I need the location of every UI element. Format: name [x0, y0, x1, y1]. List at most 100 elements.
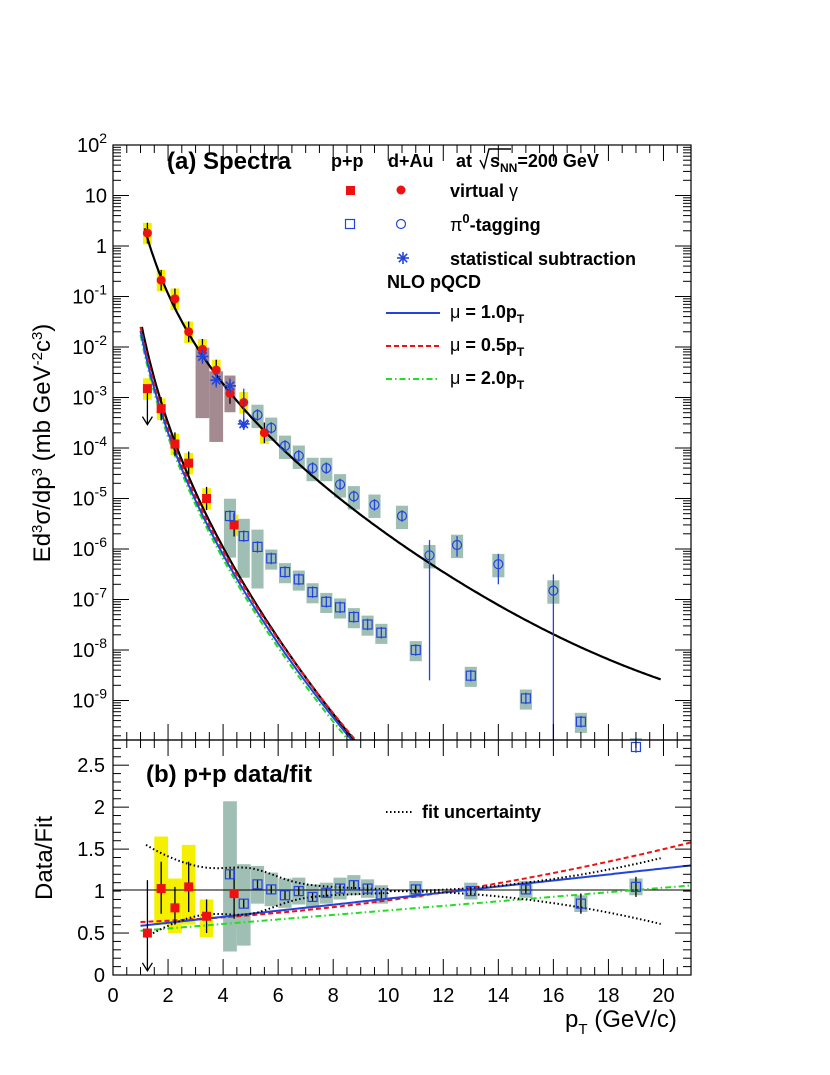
- dau-virtual-point: [142, 228, 152, 238]
- x-tick-label: 18: [597, 985, 619, 1007]
- dau-pi0-point: [424, 550, 435, 561]
- ratio-pi0-point: [410, 884, 421, 895]
- ratio-virtual-point: [184, 882, 194, 892]
- ratio-panel-title: (b) p+p data/fit: [146, 761, 312, 788]
- star-marker-stroke: [211, 375, 221, 385]
- fit-uncertainty-lower: [145, 890, 661, 939]
- ratio-pi0-point: [465, 885, 476, 897]
- legend-pi0-tagging: π0-tagging: [450, 211, 541, 235]
- legend-fit-uncertainty: fit uncertainty: [422, 802, 541, 822]
- ratio-y-tick-label: 2: [94, 797, 105, 819]
- star-marker-stroke: [225, 381, 235, 391]
- pp-pi0-point: [362, 619, 373, 630]
- dau-pi0-point: [321, 462, 332, 474]
- theory-curves: [139, 228, 662, 740]
- ratio-y-tick-label: 1: [94, 881, 105, 903]
- ratio-y-tick-label: 0.5: [77, 923, 105, 945]
- dau-pi0-point: [266, 422, 277, 434]
- x-tick-label: 20: [652, 985, 674, 1007]
- pp-virtual-point: [229, 520, 239, 530]
- ratio-pi0-point: [238, 898, 249, 909]
- dau-pi0-point: [451, 539, 463, 551]
- spectra-panel: 102 10 1 10-1 10-2 10-3 10-4 10-5 10-6 10-7 10-8 10…: [29, 130, 692, 753]
- x-tick-label: 6: [273, 985, 284, 1007]
- dau-virtual-point: [259, 428, 269, 438]
- x-tick-label: 8: [328, 985, 339, 1007]
- ratio-data-points: [141, 861, 642, 973]
- y-tick-label: 10-6: [72, 534, 107, 561]
- dau-pi0-point: [334, 479, 346, 490]
- spectra-frame: [112, 144, 692, 741]
- ratio-pi0-point: [334, 883, 346, 894]
- y-tick-label: 10-9: [72, 686, 107, 713]
- ratio-pi0-point: [279, 890, 291, 901]
- ratio-pi0-point: [224, 869, 236, 880]
- spectra-y-axis-title: Ed3σ/dp3 (mb GeV-2c3): [29, 324, 57, 563]
- ratio-upper-limit-arrowhead: [141, 962, 153, 973]
- dau-fit-curve: [143, 228, 662, 681]
- ratio-virtual-point: [170, 903, 180, 913]
- ratio-panel: 00.511.522.5 0 2 4 6 8 10 12 14 16 18 20 Data/Fit …: [31, 739, 692, 1038]
- x-tick-label: 14: [487, 985, 509, 1007]
- x-tick-label: 10: [377, 985, 399, 1007]
- ratio-mu2-curve: [140, 884, 691, 932]
- x-tick-label: 12: [432, 985, 454, 1007]
- ratio-mu1-curve: [140, 864, 691, 927]
- ratio-pi0-point: [252, 879, 263, 890]
- dau-pi0-point: [348, 491, 359, 502]
- ratio-y-axis-title: Data/Fit: [31, 816, 58, 900]
- ratio-ticks: [112, 740, 692, 976]
- legend-mu05: μ = 0.5pT: [450, 335, 525, 359]
- x-tick-label: 16: [542, 985, 564, 1007]
- pp-pi0-point: [376, 627, 387, 638]
- pp-virtual-point: [142, 384, 152, 394]
- ratio-virtual-point: [142, 928, 152, 938]
- stat-sub-syst-band: [195, 347, 210, 419]
- ratio-y-tick-label: 2.5: [77, 755, 105, 777]
- nlo-mu2-curve: [139, 334, 350, 740]
- y-tick-label: 102: [77, 130, 107, 157]
- ratio-pi0-point: [630, 881, 642, 892]
- pp-virtual-point: [202, 494, 212, 503]
- spectra-y-tick-labels: 102 10 1 10-1 10-2 10-3 10-4 10-5 10-6 10-7 10-8 10…: [72, 130, 107, 713]
- x-tick-label: 0: [107, 985, 118, 1007]
- pp-pi0-point: [266, 553, 277, 564]
- pp-pi0-point: [520, 693, 531, 704]
- legend-statistical-subtraction: statistical subtraction: [450, 249, 636, 269]
- legend-dau-virtual-marker: [396, 185, 406, 195]
- header-energy: sNN=200 GeV: [490, 151, 599, 175]
- pp-pi0-point: [252, 541, 263, 553]
- pp-pi0-point: [321, 596, 332, 607]
- y-tick-label: 10-3: [72, 383, 107, 410]
- star-marker-stroke: [398, 253, 408, 263]
- pp-pi0-point: [224, 510, 236, 522]
- upper-limit-arrowhead: [141, 416, 153, 426]
- legend-virtual-gamma: virtual γ: [450, 181, 518, 201]
- header-energy-pre: at: [456, 151, 472, 171]
- stat-sub-syst-band: [209, 371, 224, 442]
- pp-virtual-point: [156, 404, 166, 414]
- legend-nlo-pqcd: NLO pQCD: [387, 272, 481, 292]
- ratio-pi0-point: [575, 898, 587, 909]
- dau-pi0-point: [307, 462, 318, 474]
- ratio-y-tick-label: 1.5: [77, 839, 105, 861]
- x-tick-label: 2: [162, 985, 173, 1007]
- y-tick-label: 10-5: [72, 484, 107, 511]
- nlo-mu05-curve: [139, 326, 357, 740]
- legend-stat-sub-marker: [397, 252, 409, 264]
- legend-pp-pi0-marker: [344, 218, 356, 230]
- dau-pi0-point: [252, 409, 263, 421]
- pp-pi0-point: [307, 587, 318, 598]
- dau-pi0-point: [279, 440, 291, 452]
- x-axis-title: pT (GeV/c): [565, 1006, 677, 1038]
- ratio-pi0-point: [362, 883, 373, 894]
- pp-virtual-point: [170, 439, 180, 449]
- y-tick-label: 10-7: [72, 585, 107, 612]
- ratio-pi0-point: [520, 884, 531, 895]
- y-tick-label: 10-1: [72, 282, 107, 309]
- legend-mu1: μ = 1.0pT: [450, 302, 525, 326]
- sqrt-sign: [479, 148, 511, 170]
- data-points: [141, 222, 642, 753]
- ratio-pi0-point: [266, 884, 277, 895]
- pp-pi0-point: [410, 644, 421, 656]
